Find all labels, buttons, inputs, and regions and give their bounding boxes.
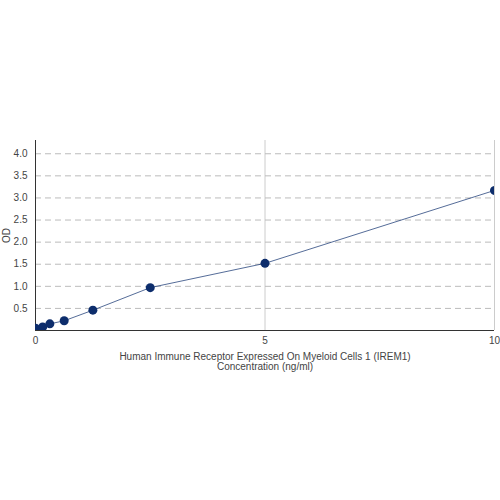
svg-text:Human Immune Receptor Expresse: Human Immune Receptor Expressed On Myelo… (119, 351, 410, 372)
svg-text:4.0: 4.0 (14, 148, 28, 159)
svg-text:3.5: 3.5 (14, 170, 28, 181)
svg-text:OD: OD (1, 228, 12, 243)
svg-text:1.0: 1.0 (14, 281, 28, 292)
svg-text:0: 0 (33, 335, 39, 346)
svg-text:2.0: 2.0 (14, 236, 28, 247)
svg-text:5: 5 (262, 335, 268, 346)
svg-text:3.0: 3.0 (14, 192, 28, 203)
svg-text:0.5: 0.5 (14, 303, 28, 314)
svg-text:1.5: 1.5 (14, 258, 28, 269)
svg-text:10: 10 (489, 335, 500, 346)
svg-text:2.5: 2.5 (14, 214, 28, 225)
